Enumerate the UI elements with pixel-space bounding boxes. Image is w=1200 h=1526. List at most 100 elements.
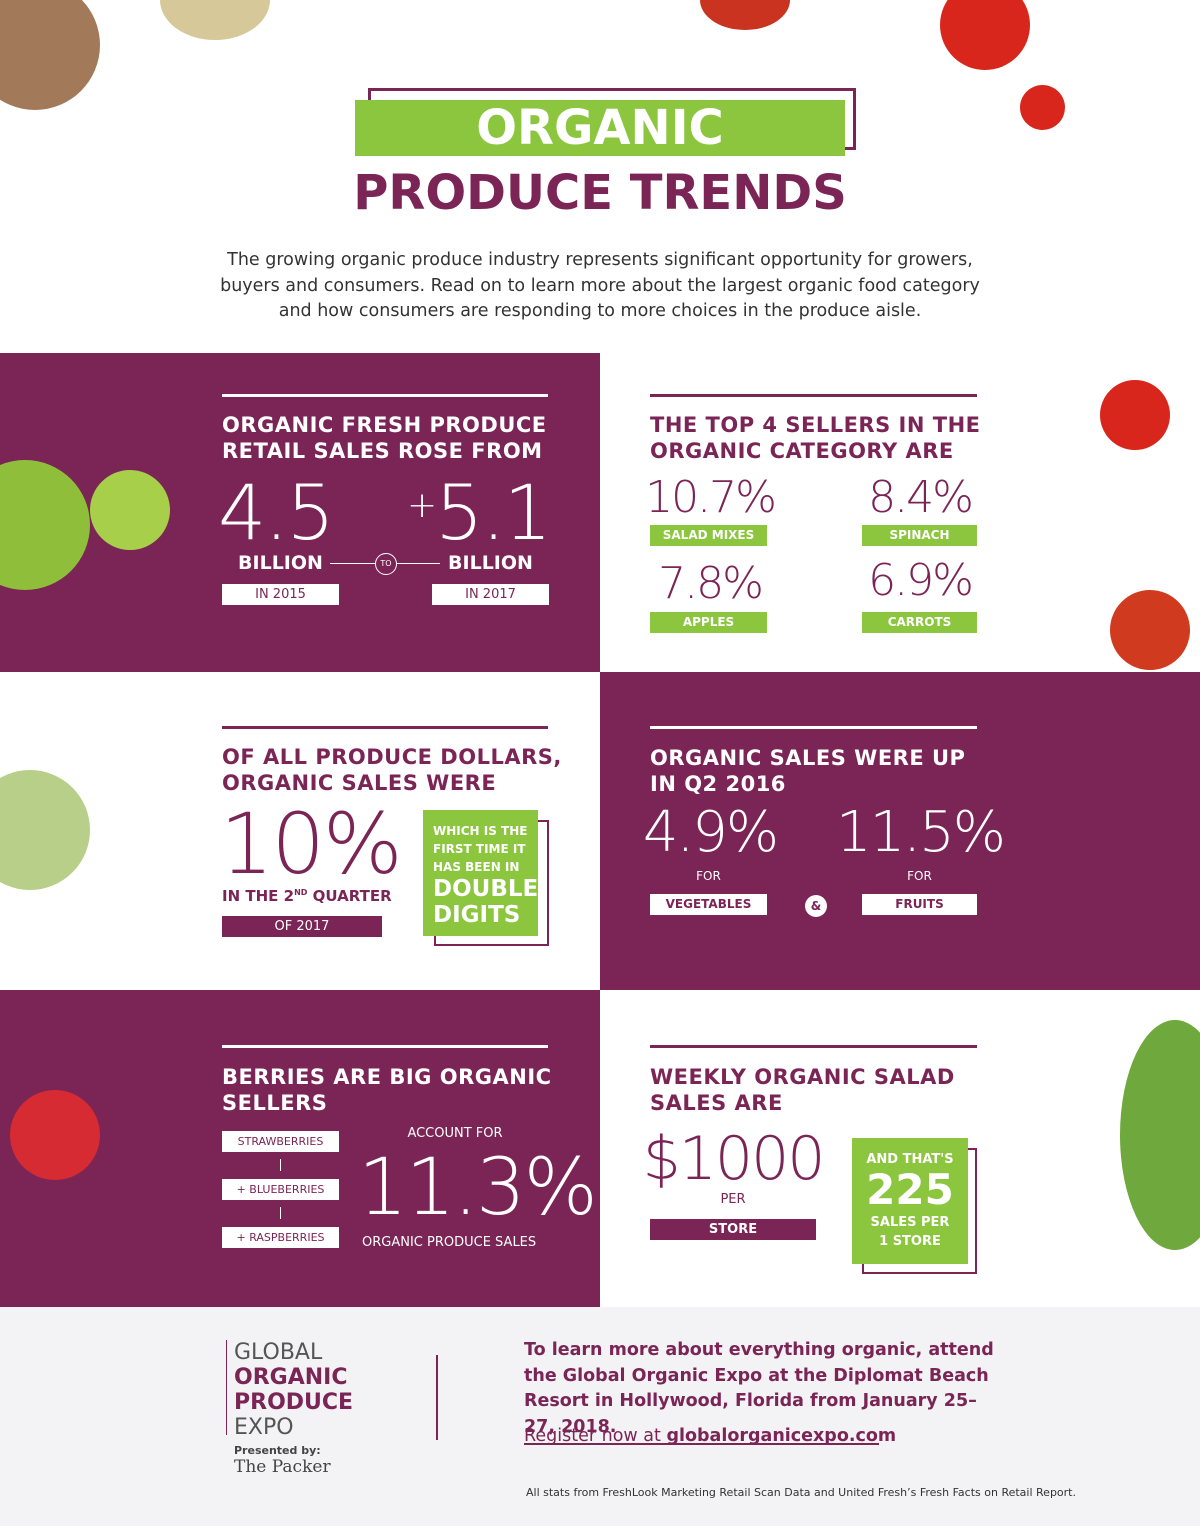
label: CARROTS	[862, 612, 977, 633]
heading: THE TOP 4 SELLERS IN THE ORGANIC CATEGORY…	[650, 412, 981, 464]
heading: ORGANIC SALES WERE UP IN Q2 2016	[650, 745, 965, 797]
logo-line: GLOBAL	[234, 1340, 323, 1365]
source: All stats from FreshLook Marketing Retai…	[526, 1486, 1076, 1499]
rule	[650, 394, 977, 397]
register-lead: Register now at	[524, 1426, 661, 1446]
berry: + RASPBERRIES	[222, 1227, 339, 1248]
presented-by: Presented by:	[234, 1444, 321, 1457]
decor	[0, 770, 90, 890]
panel-bg	[600, 672, 1200, 990]
note: AND THAT'S 225 SALES PER 1 STORE	[852, 1138, 968, 1264]
rule	[650, 726, 977, 729]
value: 11.5%	[836, 800, 1006, 865]
heading: BERRIES ARE BIG ORGANIC SELLERS	[222, 1064, 552, 1116]
heading-line: IN Q2 2016	[650, 772, 786, 796]
heading: ORGANIC FRESH PRODUCE RETAIL SALES ROSE F…	[222, 412, 547, 464]
logo-bar	[226, 1340, 227, 1435]
heading: WEEKLY ORGANIC SALAD SALES ARE	[650, 1064, 955, 1116]
value: 7.8%	[658, 558, 764, 609]
note-lead: AND THAT'S	[866, 1152, 954, 1167]
berry: STRAWBERRIES	[222, 1131, 339, 1152]
heading-line: SALES ARE	[650, 1091, 783, 1115]
pipe	[280, 1159, 281, 1171]
quarter-sup: ND	[294, 888, 308, 897]
label: APPLES	[650, 612, 767, 633]
value: 10.7%	[645, 472, 777, 523]
heading-line: SELLERS	[222, 1091, 328, 1115]
value: 11.3%	[358, 1143, 598, 1233]
label: FRUITS	[862, 894, 977, 915]
year: IN 2015	[222, 584, 339, 605]
logo-line: PRODUCE	[234, 1390, 354, 1415]
year: OF 2017	[222, 916, 382, 937]
rule	[222, 726, 548, 729]
rule	[650, 1045, 977, 1048]
cta: To learn more about everything organic, …	[524, 1340, 994, 1437]
note-tail: SALES PER 1 STORE	[870, 1215, 950, 1249]
label: SALAD MIXES	[650, 525, 767, 546]
underline	[524, 1443, 879, 1445]
connector: TO	[375, 553, 397, 575]
intro: The growing organic produce industry rep…	[220, 250, 980, 321]
prefix: +	[406, 485, 437, 526]
title-line2: PRODUCE TRENDS	[353, 165, 847, 221]
value: +5.1	[400, 468, 552, 557]
value: $1000	[642, 1124, 826, 1194]
label: SPINACH	[862, 525, 977, 546]
register: Register now at globalorganicexpo.com	[524, 1426, 896, 1446]
value: 4.5	[218, 468, 335, 557]
heading-line: ORGANIC SALES WERE UP	[650, 746, 966, 770]
decor	[1110, 590, 1190, 670]
unit: BILLION	[238, 552, 323, 574]
year: IN 2017	[432, 584, 549, 605]
heading-line: ORGANIC CATEGORY ARE	[650, 439, 954, 463]
decor	[0, 0, 100, 110]
note-small: WHICH IS THE FIRST TIME IT HAS BEEN IN	[433, 824, 528, 874]
presenter: The Packer	[234, 1457, 331, 1477]
value-text: 5.1	[435, 468, 552, 557]
quarter-text: QUARTER	[307, 887, 392, 905]
lead: ACCOUNT FOR	[407, 1126, 503, 1141]
value: 8.4%	[868, 472, 974, 523]
decor	[1020, 85, 1065, 130]
note-value: 225	[866, 1165, 954, 1214]
rule	[222, 394, 548, 397]
heading-line: BERRIES ARE BIG ORGANIC	[222, 1065, 552, 1089]
decor	[1100, 380, 1170, 450]
decor	[940, 0, 1030, 70]
value: 6.9%	[868, 555, 974, 606]
decor	[10, 1090, 100, 1180]
unit: BILLION	[448, 552, 533, 574]
decor	[700, 0, 790, 30]
heading-line: ORGANIC FRESH PRODUCE	[222, 413, 547, 437]
title-line1: ORGANIC	[355, 100, 845, 156]
value: 10%	[220, 795, 403, 893]
logo-line: ORGANIC	[234, 1365, 348, 1390]
rule	[222, 1045, 548, 1048]
footer-bg	[0, 1307, 1200, 1526]
for: FOR	[696, 869, 721, 883]
decor	[90, 470, 170, 550]
pipe	[280, 1207, 281, 1219]
register-url[interactable]: globalorganicexpo.com	[666, 1426, 897, 1446]
unit: STORE	[650, 1219, 816, 1240]
heading-line: ORGANIC SALES WERE	[222, 771, 497, 795]
logo: GLOBAL ORGANIC PRODUCE EXPO	[234, 1340, 353, 1440]
heading-line: THE TOP 4 SELLERS IN THE	[650, 413, 981, 437]
heading: OF ALL PRODUCE DOLLARS, ORGANIC SALES WER…	[222, 744, 562, 796]
label: VEGETABLES	[650, 894, 767, 915]
note-big: DOUBLE DIGITS	[433, 876, 539, 928]
heading-line: RETAIL SALES ROSE FROM	[222, 439, 543, 463]
caption: ORGANIC PRODUCE SALES	[362, 1235, 537, 1250]
heading-line: OF ALL PRODUCE DOLLARS,	[222, 745, 562, 769]
decor	[1120, 1020, 1200, 1250]
quarter: IN THE 2ND QUARTER	[222, 887, 392, 905]
logo-line: EXPO	[234, 1415, 294, 1440]
for: FOR	[907, 869, 932, 883]
quarter-text: IN THE 2	[222, 887, 295, 905]
divider	[436, 1355, 438, 1440]
berry: + BLUEBERRIES	[222, 1179, 339, 1200]
connector: &	[805, 895, 827, 917]
heading-line: WEEKLY ORGANIC SALAD	[650, 1065, 955, 1089]
